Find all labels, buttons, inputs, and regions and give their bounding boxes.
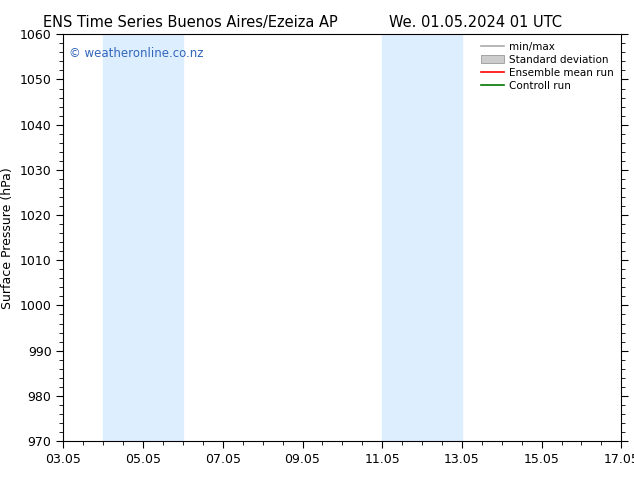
Legend: min/max, Standard deviation, Ensemble mean run, Controll run: min/max, Standard deviation, Ensemble me… [479, 40, 616, 93]
Bar [382, 34, 462, 441]
Text: ENS Time Series Buenos Aires/Ezeiza AP: ENS Time Series Buenos Aires/Ezeiza AP [43, 15, 337, 30]
Text: We. 01.05.2024 01 UTC: We. 01.05.2024 01 UTC [389, 15, 562, 30]
Y-axis label: Surface Pressure (hPa): Surface Pressure (hPa) [1, 167, 14, 309]
Text: © weatheronline.co.nz: © weatheronline.co.nz [69, 47, 204, 59]
Bar [103, 34, 183, 441]
